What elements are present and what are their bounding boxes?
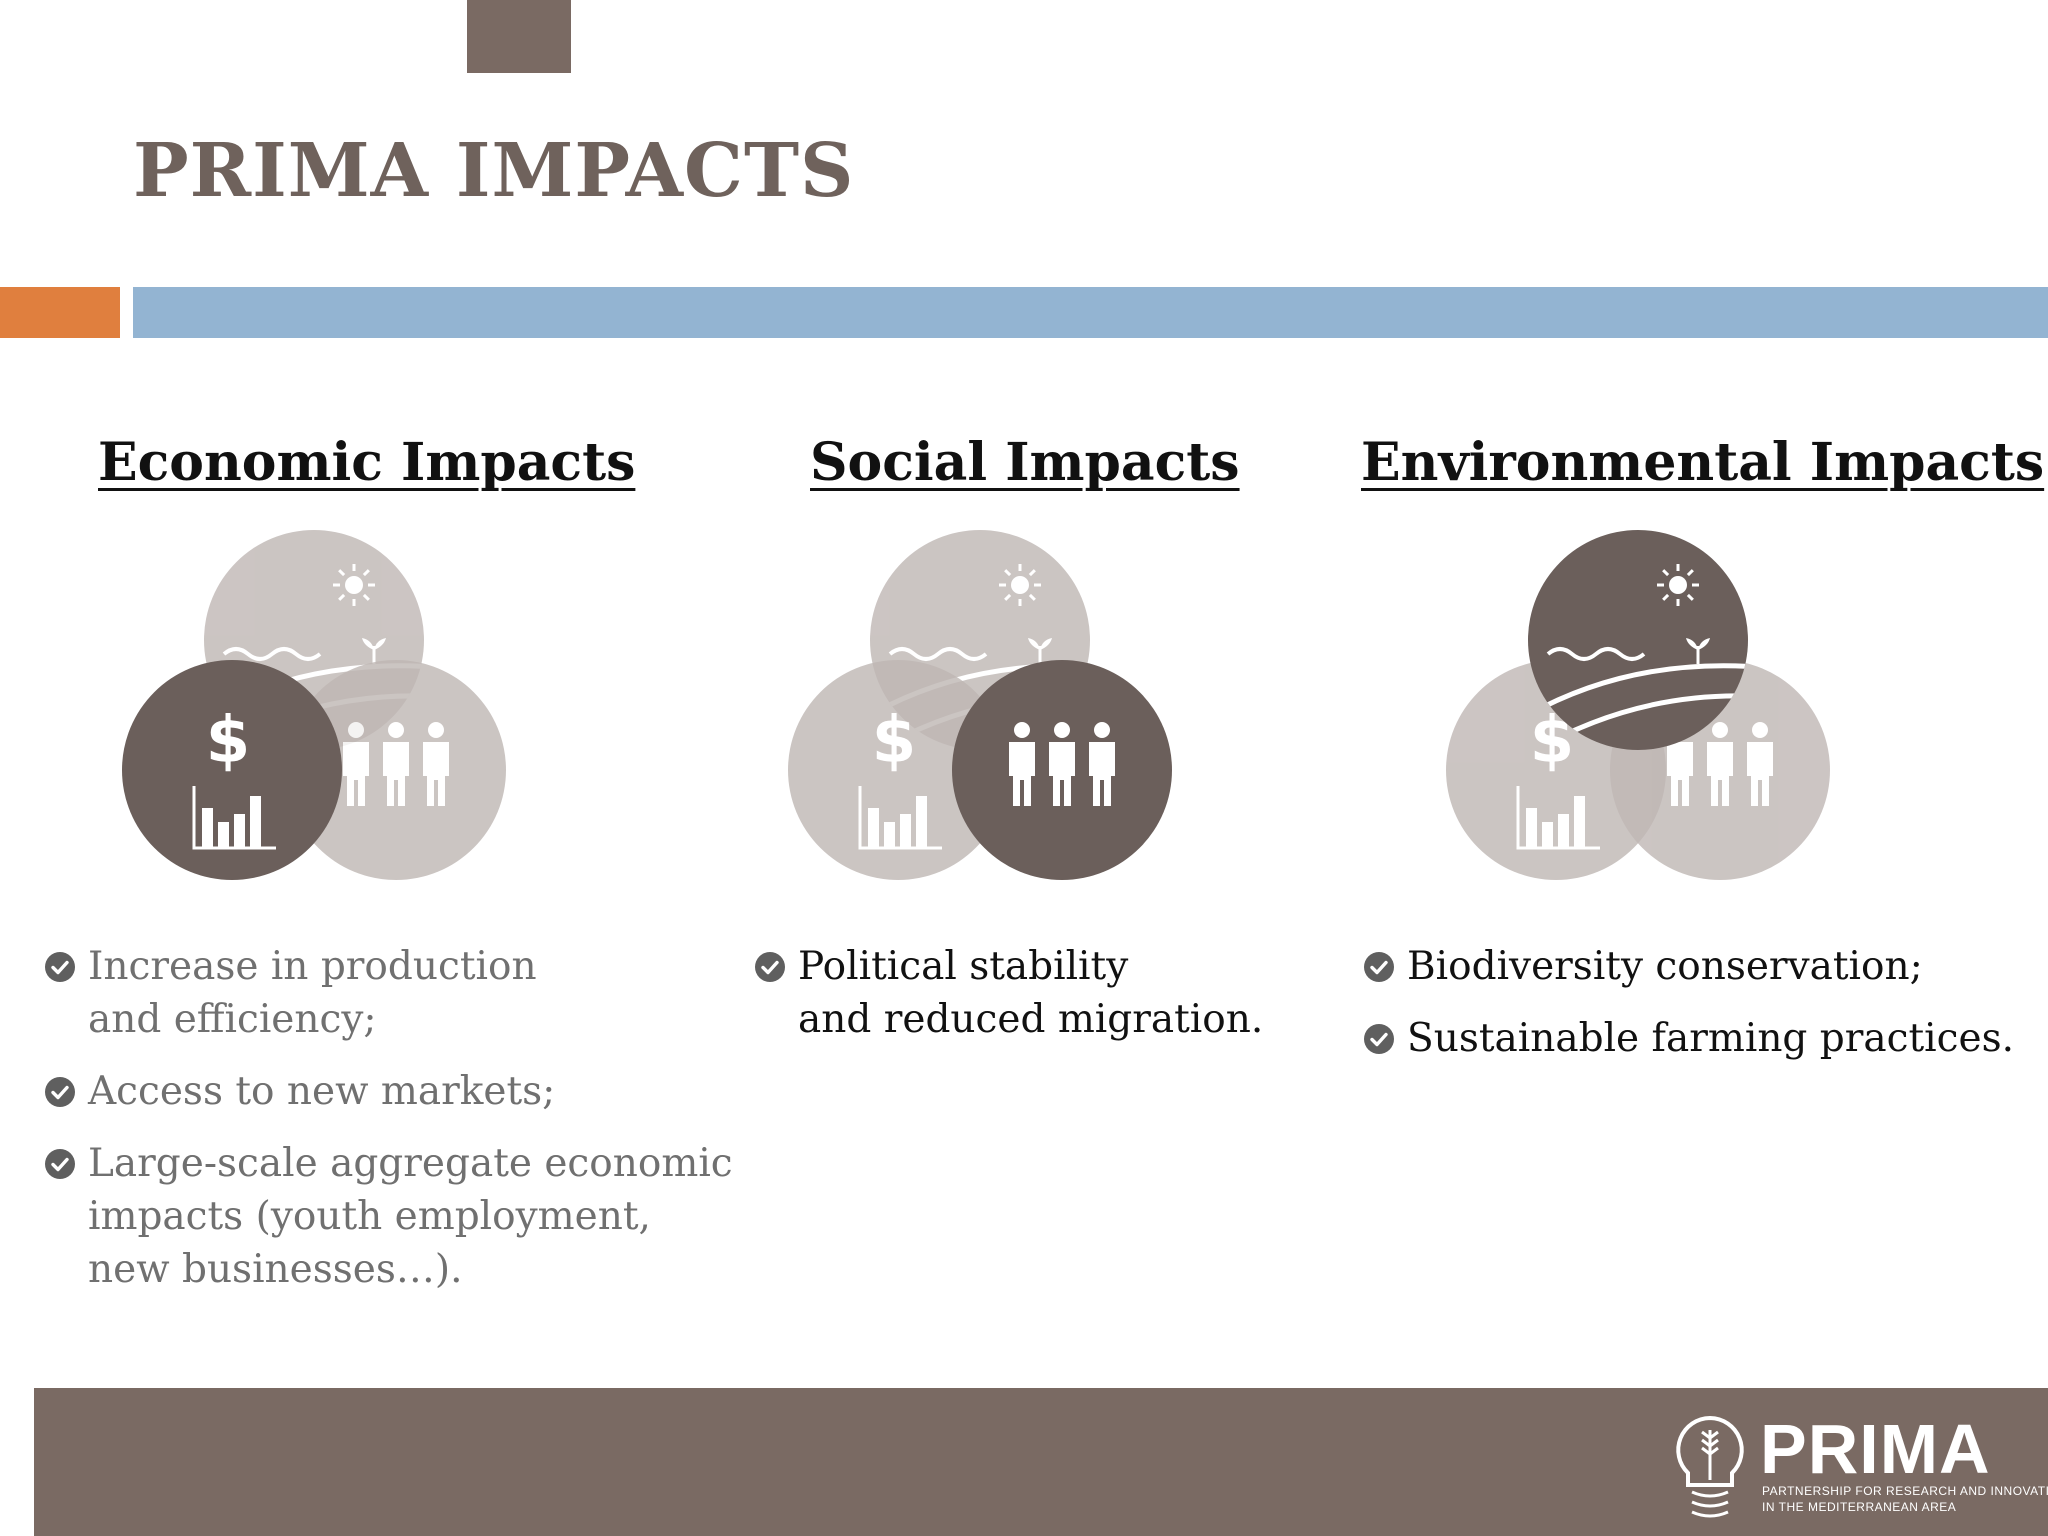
footer-bar [34, 1388, 2048, 1536]
bar-chart-icon [192, 786, 276, 850]
list-item: Large-scale aggregate economic impacts (y… [44, 1137, 733, 1296]
list-item-text: Biodiversity conservation; [1407, 944, 1923, 989]
check-circle-icon [1364, 952, 1394, 982]
prima-logo-tagline: PARTNERSHIP FOR RESEARCH AND INNOVATION … [1762, 1483, 2048, 1515]
top-accent-tab [467, 0, 571, 73]
economic-impacts-heading: Economic Impacts [98, 432, 636, 493]
check-circle-icon [45, 1077, 75, 1107]
social-circle [952, 660, 1172, 880]
list-item-text: and efficiency; [88, 997, 377, 1042]
dollar-icon: $ [206, 704, 251, 778]
orange-accent-bar [0, 287, 120, 338]
people-icon [343, 722, 449, 806]
list-item: Sustainable farming practices. [1363, 1012, 2043, 1065]
environmental-impacts-list: Biodiversity conservation; Sustainable fa… [1363, 940, 2043, 1084]
social-impacts-list: Political stability and reduced migration… [754, 940, 1314, 1065]
plant-icon [1686, 638, 1710, 664]
people-icon [1667, 722, 1773, 806]
blue-header-bar [133, 287, 2048, 338]
page-title: PRIMA IMPACTS [133, 128, 855, 214]
economic-impacts-list: Increase in production and efficiency; Acc… [44, 940, 733, 1315]
social-venn-diagram: $ [788, 530, 1172, 880]
wave-icon [888, 647, 988, 661]
bar-chart-icon [858, 786, 942, 850]
bar-chart-icon [1516, 786, 1600, 850]
economic-venn-diagram: $ [122, 530, 506, 880]
list-item: Biodiversity conservation; [1363, 940, 2043, 993]
check-circle-icon [45, 1149, 75, 1179]
sun-icon [999, 564, 1041, 606]
check-circle-icon [1364, 1024, 1394, 1054]
list-item-text: and reduced migration. [798, 997, 1264, 1042]
wave-icon [1546, 647, 1646, 661]
list-item-text: Political stability [798, 944, 1129, 989]
economic-circle: $ [122, 660, 342, 880]
list-item-text: Increase in production [88, 944, 537, 989]
environmental-impacts-heading: Environmental Impacts [1361, 432, 2045, 493]
tagline-line-2: IN THE MEDITERRANEAN AREA [1762, 1500, 1957, 1514]
check-circle-icon [45, 952, 75, 982]
sun-icon [333, 564, 375, 606]
tagline-line-1: PARTNERSHIP FOR RESEARCH AND INNOVATION [1762, 1484, 2048, 1498]
people-icon [1009, 722, 1115, 806]
wave-icon [222, 647, 322, 661]
social-impacts-heading: Social Impacts [810, 432, 1240, 493]
social-circle [286, 660, 506, 880]
prima-logo-icon [1676, 1415, 1744, 1518]
list-item: Increase in production and efficiency; [44, 940, 704, 1046]
prima-logo-wordmark: PRIMA [1760, 1410, 1991, 1488]
list-item-text: new businesses…). [88, 1247, 463, 1292]
list-item-text: impacts (youth employment, [88, 1194, 651, 1239]
sun-icon [1657, 564, 1699, 606]
list-item-text: Large-scale aggregate economic [88, 1141, 733, 1186]
list-item: Political stability and reduced migration… [754, 940, 1314, 1046]
plant-icon [1028, 638, 1052, 664]
list-item-text: Access to new markets; [88, 1069, 556, 1114]
plant-icon [362, 638, 386, 664]
environmental-venn-diagram: $ [1446, 530, 1830, 880]
economic-circle: $ [788, 660, 1008, 880]
list-item: Access to new markets; [44, 1065, 704, 1118]
check-circle-icon [755, 952, 785, 982]
list-item-text: Sustainable farming practices. [1407, 1016, 2014, 1061]
dollar-icon: $ [872, 704, 917, 778]
